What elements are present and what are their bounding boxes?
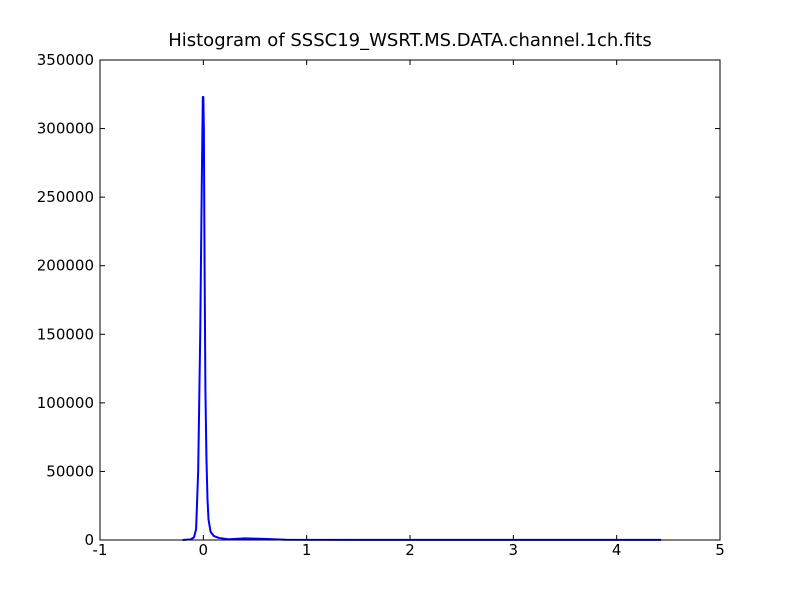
y-tick-label: 200000 bbox=[37, 257, 94, 275]
y-tick-label: 50000 bbox=[46, 462, 94, 480]
y-tick-label: 250000 bbox=[37, 188, 94, 206]
y-tick-label: 150000 bbox=[37, 325, 94, 343]
y-tick-label: 300000 bbox=[37, 120, 94, 138]
x-tick-label: 4 bbox=[612, 541, 622, 559]
x-tick-label: 3 bbox=[509, 541, 519, 559]
x-tick-label: 5 bbox=[715, 541, 725, 559]
data-line bbox=[182, 96, 662, 541]
x-tick-label: 0 bbox=[199, 541, 209, 559]
y-tick-label: 350000 bbox=[37, 51, 94, 69]
x-tick-label: 1 bbox=[302, 541, 312, 559]
y-tick-label: 0 bbox=[84, 531, 94, 549]
x-tick-label: -1 bbox=[93, 541, 108, 559]
plot-frame bbox=[99, 59, 721, 541]
chart-title: Histogram of SSSC19_WSRT.MS.DATA.channel… bbox=[168, 30, 652, 51]
x-tick-label: 2 bbox=[405, 541, 415, 559]
y-tick-label: 100000 bbox=[37, 394, 94, 412]
